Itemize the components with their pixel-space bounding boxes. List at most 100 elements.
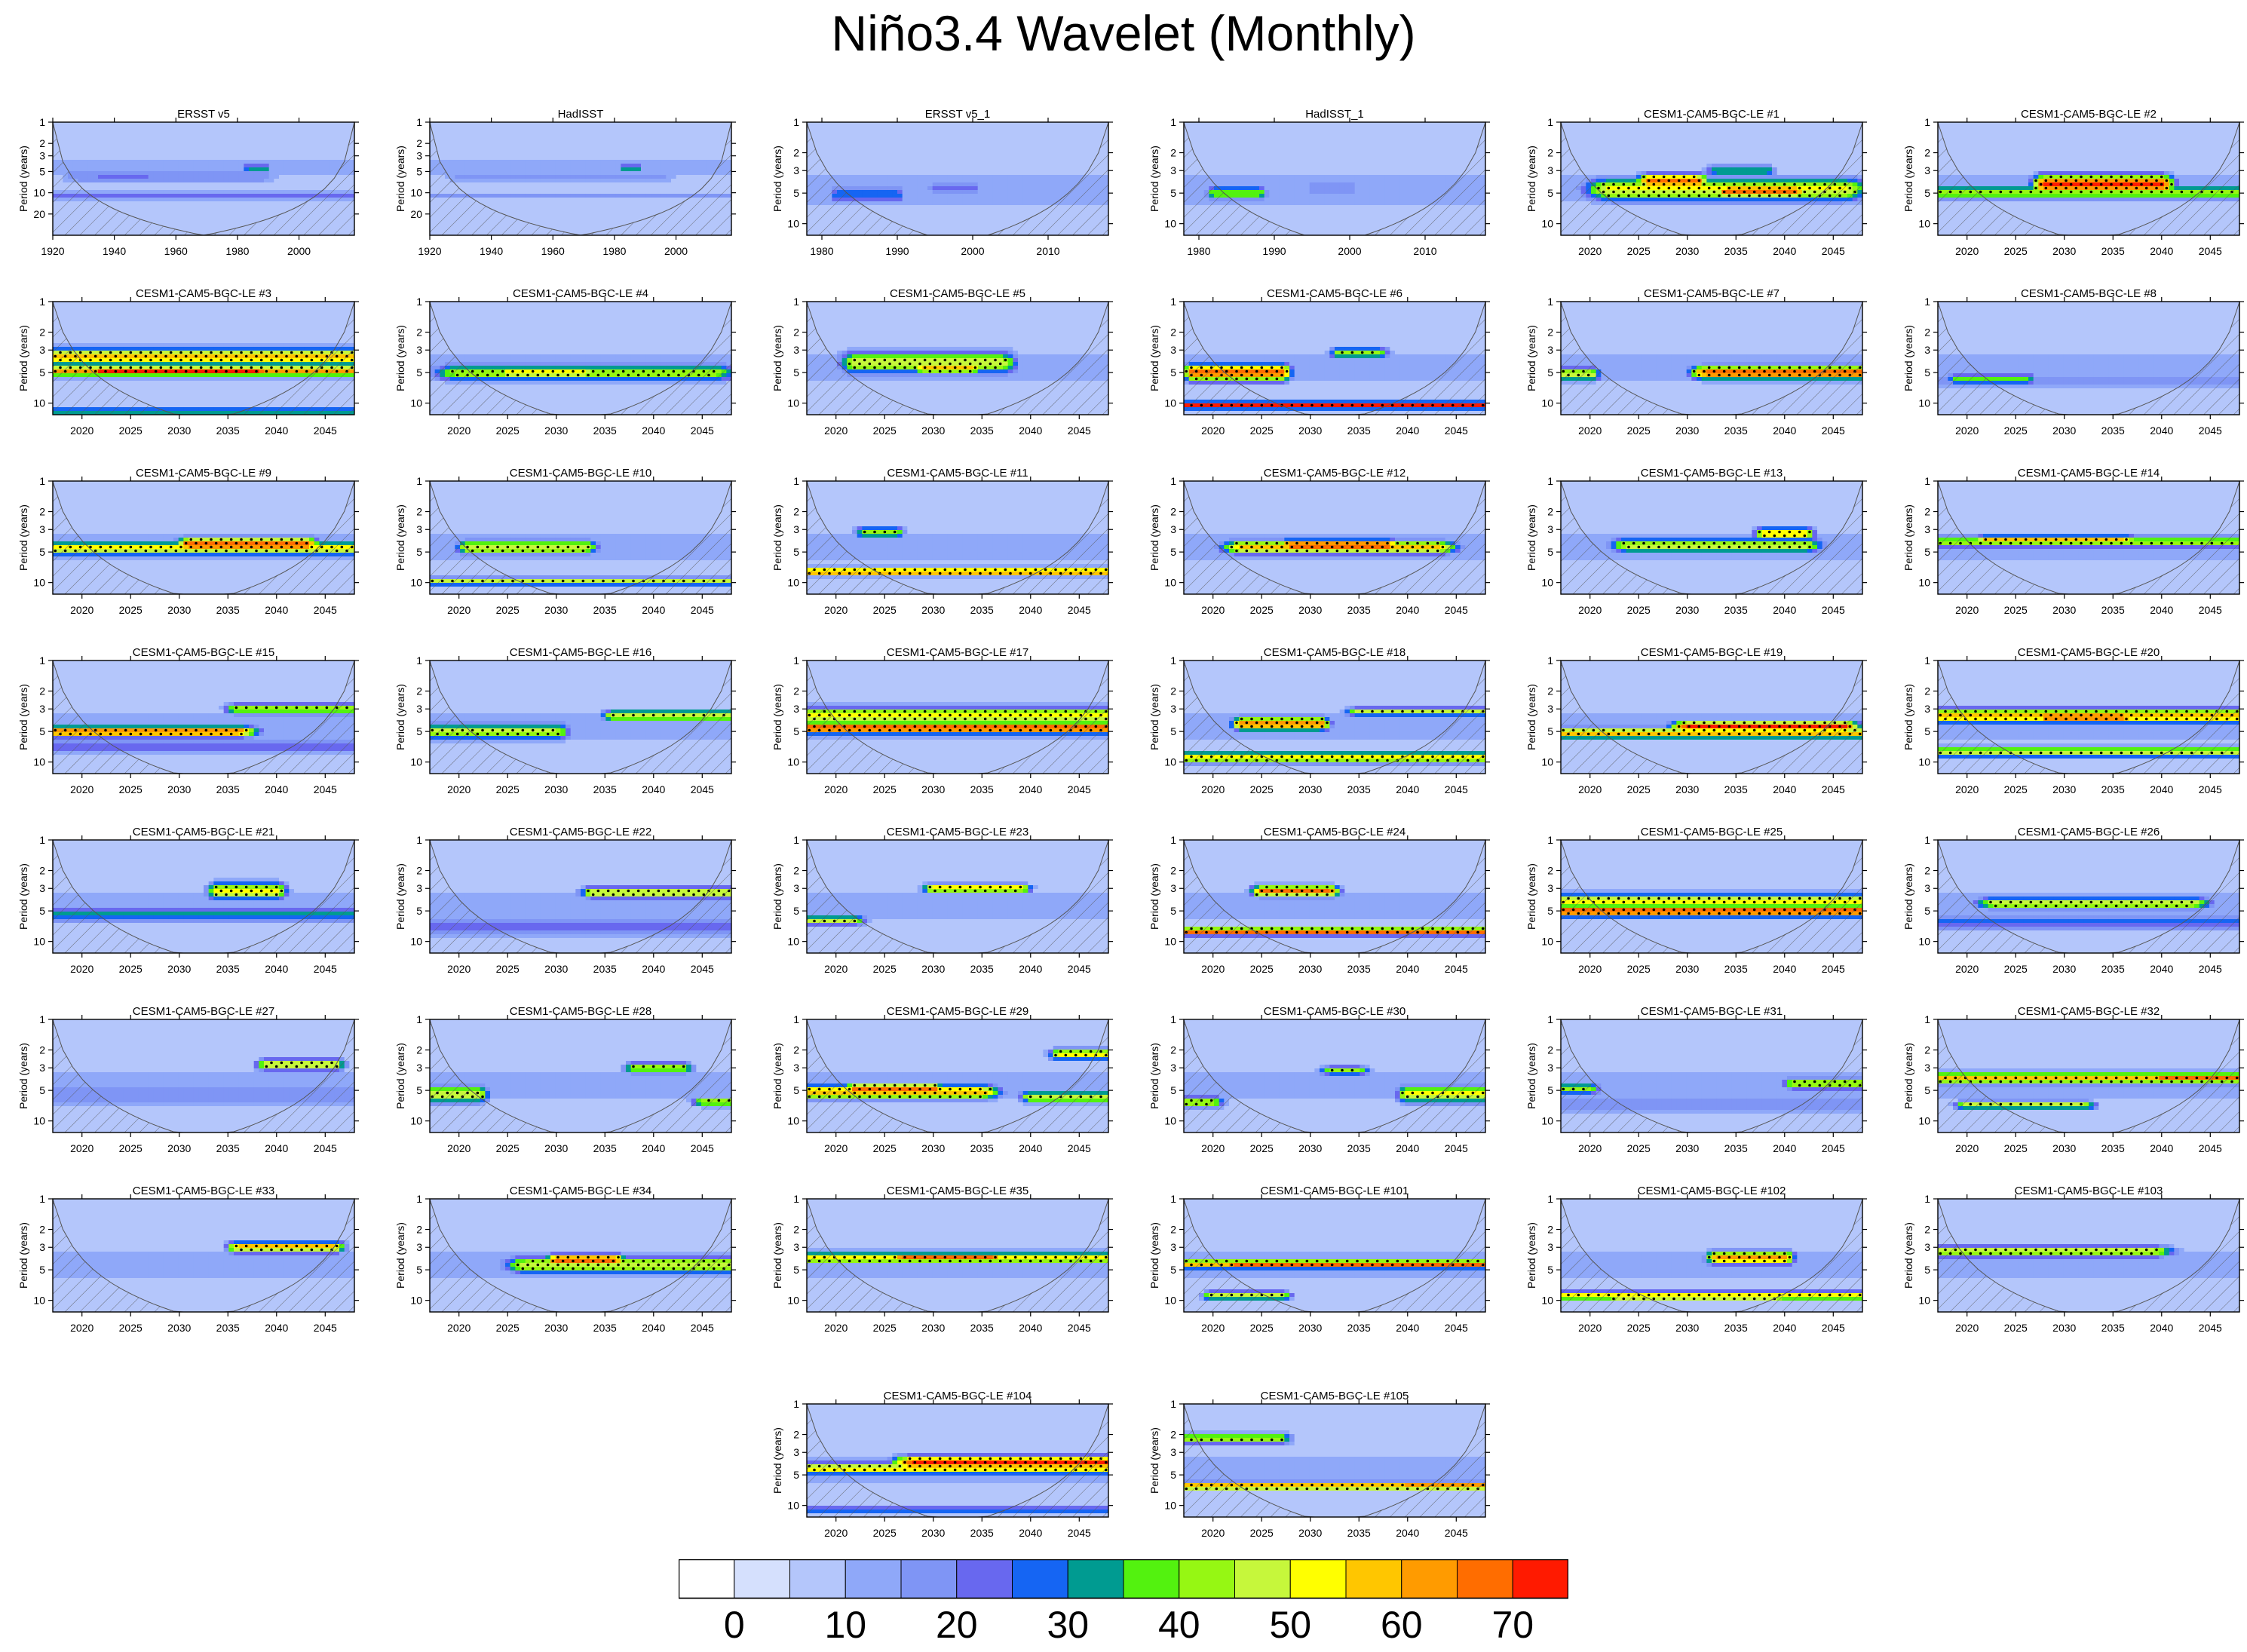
heatmap-cell <box>1018 141 1023 146</box>
heatmap-cell <box>98 152 103 157</box>
heatmap-cell <box>907 182 912 187</box>
heatmap-cell <box>1033 141 1038 146</box>
heatmap-cell <box>108 156 113 161</box>
heatmap-cell <box>279 201 284 206</box>
heatmap-cell <box>601 216 606 221</box>
heatmap-cell <box>113 122 118 127</box>
heatmap-cell <box>123 175 128 179</box>
heatmap-cell <box>701 156 707 161</box>
heatmap-cell <box>590 160 596 164</box>
heatmap-cell <box>852 182 857 187</box>
heatmap-cell <box>228 198 234 202</box>
heatmap-cell <box>963 201 968 206</box>
heatmap-cell <box>168 164 173 168</box>
heatmap-cell <box>138 133 143 138</box>
heatmap-cell <box>952 160 958 164</box>
heatmap-cell <box>309 190 314 195</box>
heatmap-cell <box>641 171 646 176</box>
heatmap-cell <box>183 194 189 198</box>
heatmap-cell <box>887 149 893 153</box>
heatmap-cell <box>943 179 948 183</box>
heatmap-cell <box>113 141 118 146</box>
heatmap-cell <box>500 179 505 183</box>
heatmap-cell <box>988 152 993 157</box>
heatmap-cell <box>164 130 169 134</box>
heatmap-cell <box>566 175 571 179</box>
heatmap-cell <box>113 167 118 172</box>
heatmap-cell <box>194 201 199 206</box>
heatmap-cell <box>173 164 179 168</box>
heatmap-cell <box>264 171 269 176</box>
heatmap-cell <box>179 190 184 195</box>
heatmap-cell <box>646 156 651 161</box>
heatmap-cell <box>1068 175 1074 179</box>
heatmap-cell <box>621 175 626 179</box>
heatmap-cell <box>958 164 963 168</box>
heatmap-cell <box>274 156 279 161</box>
heatmap-cell <box>982 164 988 168</box>
heatmap-cell <box>590 228 596 232</box>
heatmap-cell <box>1043 194 1048 198</box>
heatmap-cell <box>520 186 526 191</box>
heatmap-cell <box>892 186 897 191</box>
heatmap-cell <box>882 179 887 183</box>
heatmap-cell <box>686 179 691 183</box>
heatmap-cell <box>575 213 581 217</box>
heatmap-cell <box>722 133 727 138</box>
heatmap-cell <box>933 179 938 183</box>
heatmap-cell <box>485 201 490 206</box>
heatmap-cell <box>1008 179 1013 183</box>
heatmap-cell <box>213 201 219 206</box>
heatmap-cell <box>711 137 716 142</box>
x-tick-label: 1920 <box>418 245 441 257</box>
heatmap-cell <box>284 205 290 210</box>
heatmap-cell <box>209 198 214 202</box>
x-tick-label: 2000 <box>287 245 311 257</box>
heatmap-cell <box>164 126 169 130</box>
heatmap-cell <box>912 160 918 164</box>
heatmap-cell <box>590 141 596 146</box>
heatmap-cell <box>299 164 305 168</box>
heatmap-cell <box>616 194 621 198</box>
heatmap-cell <box>605 164 611 168</box>
heatmap-cell <box>244 133 249 138</box>
heatmap-cell <box>535 133 541 138</box>
heatmap-cell <box>666 156 671 161</box>
heatmap-cell <box>460 167 465 172</box>
heatmap-cell <box>330 149 335 153</box>
heatmap-cell <box>922 164 927 168</box>
heatmap-cell <box>530 171 535 176</box>
heatmap-cell <box>123 179 128 183</box>
heatmap-cell <box>259 152 264 157</box>
heatmap-cell <box>963 186 968 191</box>
heatmap-cell <box>128 156 133 161</box>
heatmap-cell <box>244 186 249 191</box>
heatmap-cell <box>228 130 234 134</box>
heatmap-cell <box>581 152 586 157</box>
heatmap-cell <box>1023 156 1028 161</box>
heatmap-cell <box>847 156 852 161</box>
heatmap-cell <box>586 228 591 232</box>
heatmap-cell <box>958 194 963 198</box>
heatmap-cell <box>244 194 249 198</box>
heatmap-cell <box>887 160 893 164</box>
heatmap-cell <box>621 190 626 195</box>
heatmap-cell <box>958 167 963 172</box>
heatmap-cell <box>304 133 309 138</box>
heatmap-cell <box>897 137 903 142</box>
heatmap-cell <box>164 137 169 142</box>
heatmap-cell <box>611 198 616 202</box>
heatmap-cell <box>882 175 887 179</box>
heatmap-cell <box>173 213 179 217</box>
heatmap-cell <box>183 167 189 172</box>
heatmap-cell <box>1043 133 1048 138</box>
heatmap-cell <box>164 179 169 183</box>
heatmap-cell <box>259 175 264 179</box>
heatmap-cell <box>1068 156 1074 161</box>
heatmap-cell <box>812 126 817 130</box>
heatmap-cell <box>872 122 878 127</box>
heatmap-cell <box>656 198 661 202</box>
heatmap-cell <box>324 137 330 142</box>
heatmap-cell <box>646 190 651 195</box>
heatmap-cell <box>490 160 495 164</box>
